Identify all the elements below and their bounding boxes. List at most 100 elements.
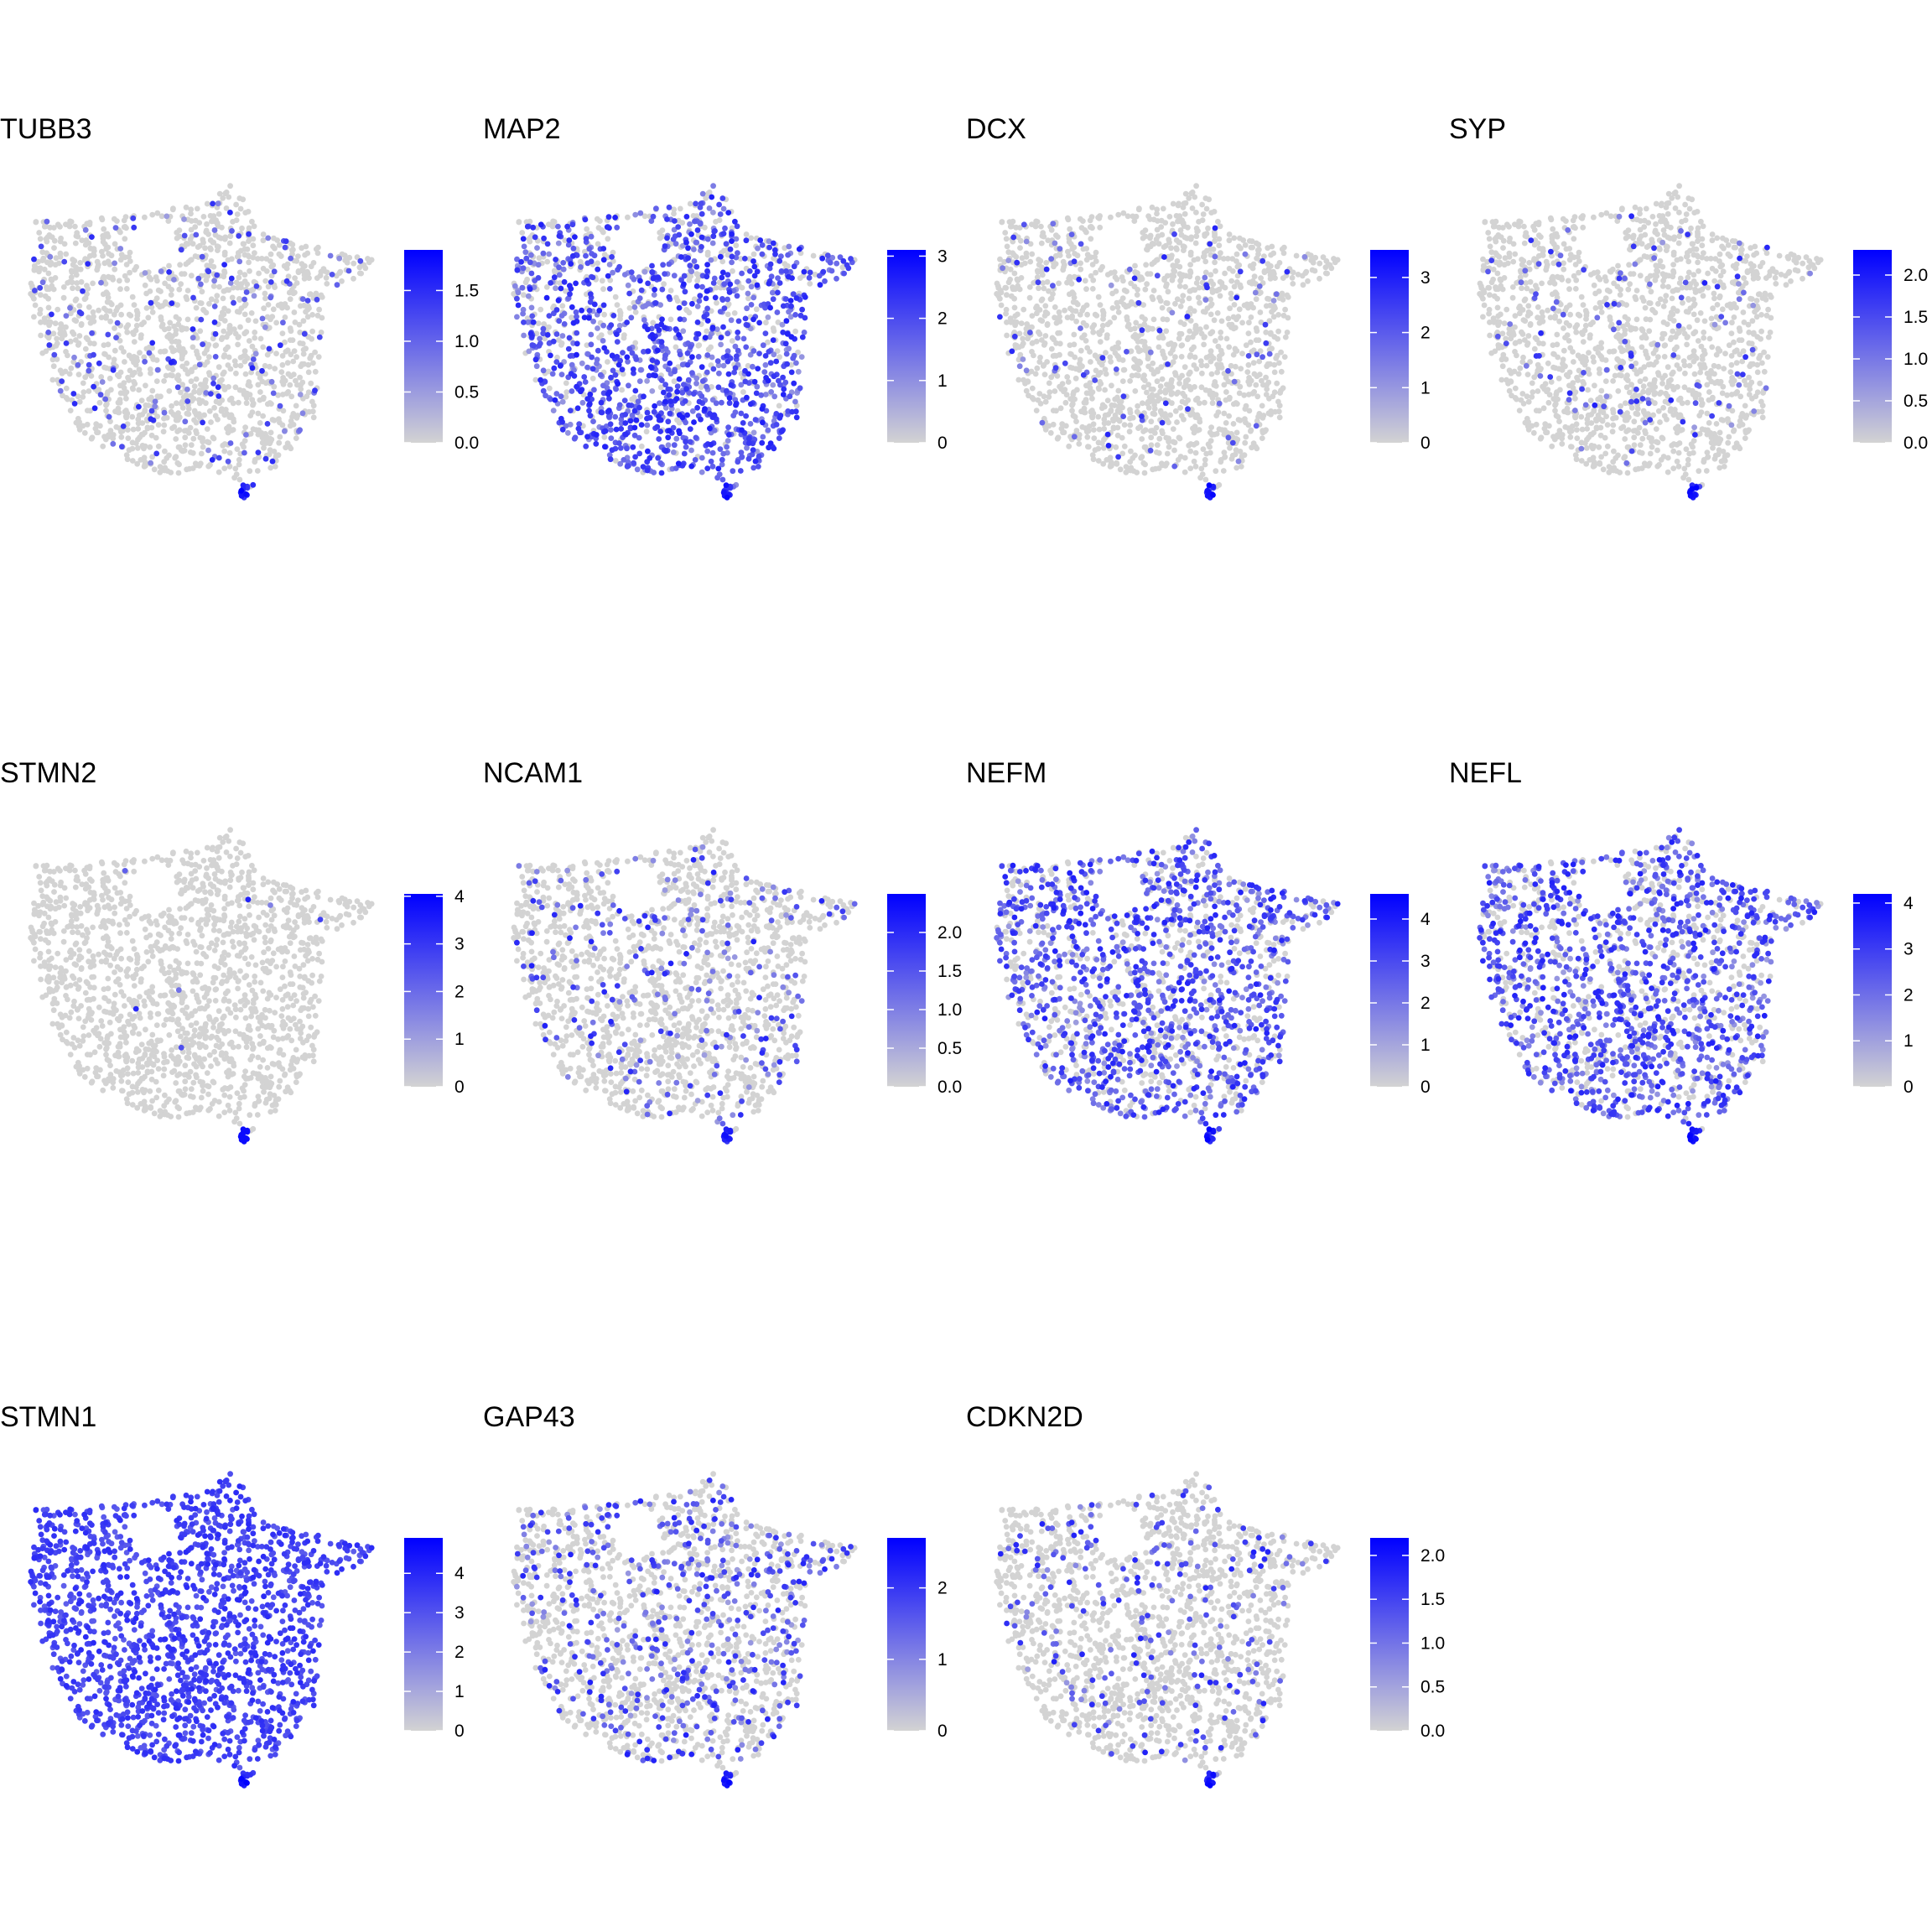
- cell-point: [1184, 336, 1191, 342]
- cell-point: [662, 271, 667, 277]
- cell-point: [1088, 236, 1094, 242]
- cell-point: [538, 306, 544, 313]
- cell-point: [1270, 250, 1277, 257]
- cell-point: [211, 404, 217, 411]
- cell-point: [227, 183, 233, 190]
- cell-point: [634, 466, 641, 473]
- cell-point: [662, 448, 669, 454]
- cell-point: [291, 309, 298, 315]
- cell-point: [1225, 434, 1232, 441]
- cell-point: [1166, 341, 1171, 347]
- cell-point: [236, 476, 243, 483]
- cell-point: [1055, 234, 1061, 240]
- cell-point: [1236, 306, 1243, 313]
- cell-point: [572, 234, 578, 240]
- cell-point: [1276, 414, 1283, 421]
- cell-point: [47, 253, 54, 260]
- cell-point: [237, 205, 244, 212]
- cell-point: [91, 405, 98, 412]
- cell-point: [304, 298, 311, 304]
- cell-point: [206, 408, 213, 414]
- cell-point: [590, 418, 596, 424]
- cell-point: [1278, 368, 1285, 375]
- cell-point: [776, 414, 783, 421]
- cell-point: [1209, 286, 1215, 293]
- cell-point: [556, 264, 562, 271]
- cell-point: [93, 421, 100, 427]
- cell-point: [112, 347, 118, 354]
- cell-point: [1026, 294, 1033, 301]
- cell-point: [248, 310, 255, 316]
- cell-point: [1154, 442, 1161, 449]
- cell-point: [1216, 426, 1223, 433]
- cell-point: [49, 377, 56, 383]
- cell-point: [226, 323, 233, 329]
- cell-point: [1229, 268, 1236, 274]
- cell-point: [1135, 402, 1140, 409]
- cell-point: [122, 413, 129, 420]
- cell-point: [685, 255, 691, 262]
- cell-point: [1044, 278, 1051, 285]
- cell-point: [70, 391, 77, 397]
- cell-point: [527, 330, 534, 337]
- cell-point: [1087, 349, 1093, 355]
- cell-point: [1166, 214, 1173, 220]
- cell-point: [1192, 240, 1199, 247]
- cell-point: [735, 459, 741, 465]
- cell-point: [728, 317, 735, 324]
- cell-point: [1212, 259, 1218, 266]
- cell-point: [704, 305, 710, 312]
- cell-point: [1237, 268, 1244, 275]
- cell-point: [600, 338, 606, 344]
- cell-point: [1309, 267, 1316, 273]
- cell-point: [721, 305, 728, 311]
- cell-point: [1121, 443, 1128, 449]
- cell-point: [1164, 316, 1171, 323]
- cell-point: [597, 218, 603, 224]
- cell-point: [1003, 310, 1009, 317]
- cell-point: [599, 278, 605, 284]
- cell-point: [103, 313, 110, 319]
- cell-point: [1255, 242, 1262, 248]
- cell-point: [1150, 325, 1156, 332]
- cell-point: [631, 432, 638, 439]
- cell-point: [161, 409, 168, 416]
- cell-point: [712, 294, 719, 301]
- cell-point: [1146, 394, 1153, 400]
- cell-point: [1188, 346, 1195, 353]
- cell-point: [1199, 217, 1206, 223]
- cell-point: [1081, 332, 1088, 338]
- cell-point: [785, 252, 791, 258]
- cell-point: [588, 331, 595, 338]
- cell-point: [1176, 375, 1183, 382]
- cell-point: [167, 335, 174, 342]
- cell-point: [1233, 348, 1239, 354]
- cell-point: [632, 211, 639, 218]
- cell-point: [601, 311, 607, 318]
- cell-point: [1156, 241, 1162, 247]
- cell-point: [771, 373, 777, 380]
- cell-point: [153, 274, 159, 280]
- cell-point: [184, 360, 190, 366]
- cell-point: [621, 272, 628, 278]
- cell-point: [533, 363, 540, 370]
- cell-point: [203, 277, 210, 283]
- cell-point: [1120, 366, 1127, 373]
- cell-point: [1174, 247, 1180, 252]
- cell-point: [238, 247, 244, 254]
- cell-point: [709, 463, 716, 470]
- cell-point: [159, 321, 166, 328]
- cell-point: [1119, 295, 1126, 301]
- cell-point: [677, 205, 683, 212]
- cell-point: [1167, 350, 1174, 356]
- cell-point: [1029, 395, 1036, 401]
- cell-point: [1626, 262, 1632, 268]
- cell-point: [698, 416, 704, 423]
- cell-point: [1157, 383, 1164, 390]
- cell-point: [121, 349, 127, 355]
- cell-point: [817, 282, 823, 288]
- cell-point: [1069, 289, 1076, 296]
- cell-point: [1225, 367, 1231, 374]
- cell-point: [1150, 466, 1156, 473]
